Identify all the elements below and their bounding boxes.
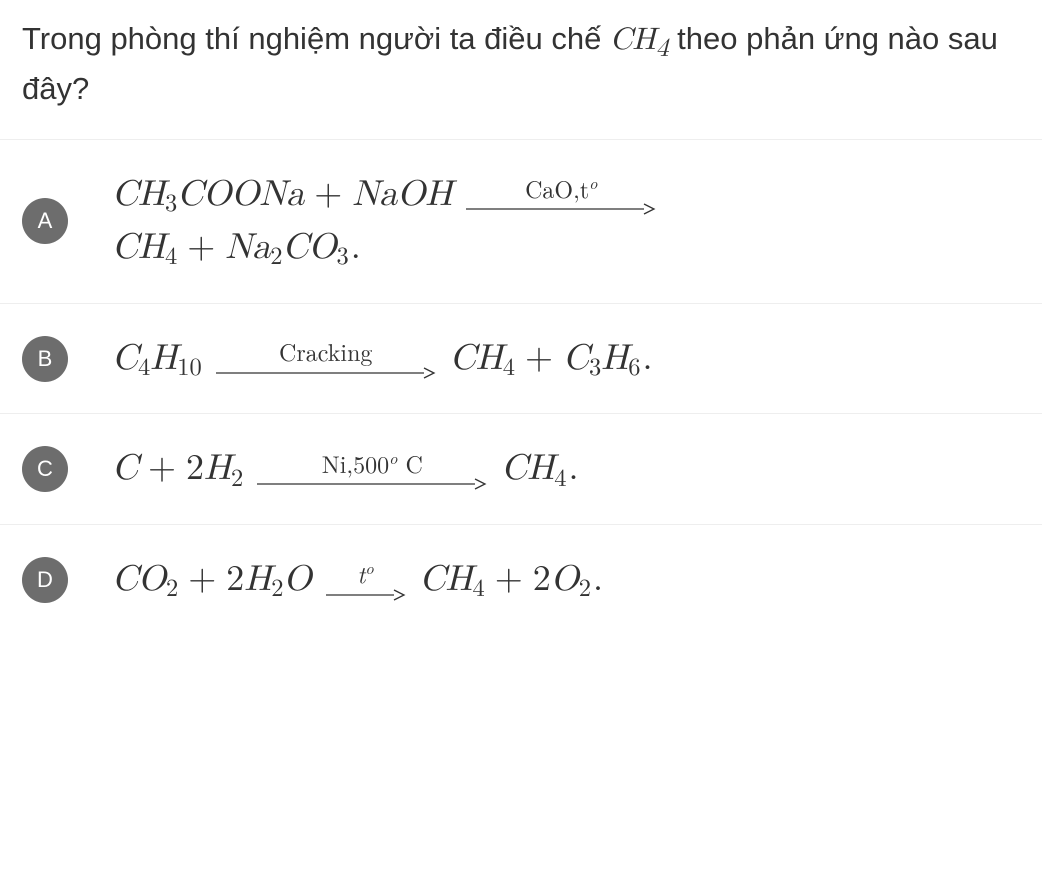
- arrow-label-b: Cracking: [279, 338, 372, 366]
- arrow-label-a: CaO,to: [525, 174, 597, 203]
- option-d[interactable]: D CO2+2H2O to CH4+2O2.: [0, 524, 1042, 635]
- arrow-icon: [466, 203, 656, 215]
- option-content-b: C4H10 Cracking CH4+C3H6.: [112, 332, 1020, 386]
- option-b[interactable]: B C4H10 Cracking CH4+C3H6.: [0, 303, 1042, 414]
- products-d: CH4+2O2.: [420, 553, 604, 607]
- products-a-line2: CH4+Na2CO3.: [112, 221, 361, 275]
- option-a[interactable]: A CH3COONa+NaOH CaO,to CH4+Na2CO3.: [0, 139, 1042, 303]
- option-content-d: CO2+2H2O to CH4+2O2.: [112, 553, 1020, 607]
- arrow-d: to: [326, 559, 406, 600]
- reactants-a: CH3COONa+NaOH: [112, 168, 452, 222]
- arrow-label-c: Ni,500o C: [322, 449, 423, 478]
- reactants-b: C4H10: [112, 332, 202, 386]
- option-badge-d: D: [22, 557, 68, 603]
- arrow-label-d: to: [357, 559, 373, 588]
- option-badge-a: A: [22, 198, 68, 244]
- products-b: CH4+C3H6.: [450, 332, 653, 386]
- products-c: CH4.: [501, 442, 578, 496]
- question-formula: CH4: [610, 25, 669, 56]
- option-c[interactable]: C C+2H2 Ni,500o C CH4.: [0, 413, 1042, 524]
- arrow-icon: [216, 367, 436, 379]
- question-text: Trong phòng thí nghiệm người ta điều chế…: [0, 0, 1042, 139]
- arrow-b: Cracking: [216, 338, 436, 378]
- arrow-a: CaO,to: [466, 174, 656, 215]
- option-content-a: CH3COONa+NaOH CaO,to CH4+Na2CO3.: [112, 168, 1020, 275]
- question-prefix: Trong phòng thí nghiệm người ta điều chế: [22, 21, 610, 56]
- options-list: A CH3COONa+NaOH CaO,to CH4+Na2CO3. B: [0, 139, 1042, 635]
- reactants-c: C+2H2: [112, 442, 243, 496]
- option-badge-b: B: [22, 336, 68, 382]
- arrow-c: Ni,500o C: [257, 449, 487, 490]
- option-badge-c: C: [22, 446, 68, 492]
- option-content-c: C+2H2 Ni,500o C CH4.: [112, 442, 1020, 496]
- arrow-icon: [326, 589, 406, 601]
- arrow-icon: [257, 478, 487, 490]
- reactants-d: CO2+2H2O: [112, 553, 312, 607]
